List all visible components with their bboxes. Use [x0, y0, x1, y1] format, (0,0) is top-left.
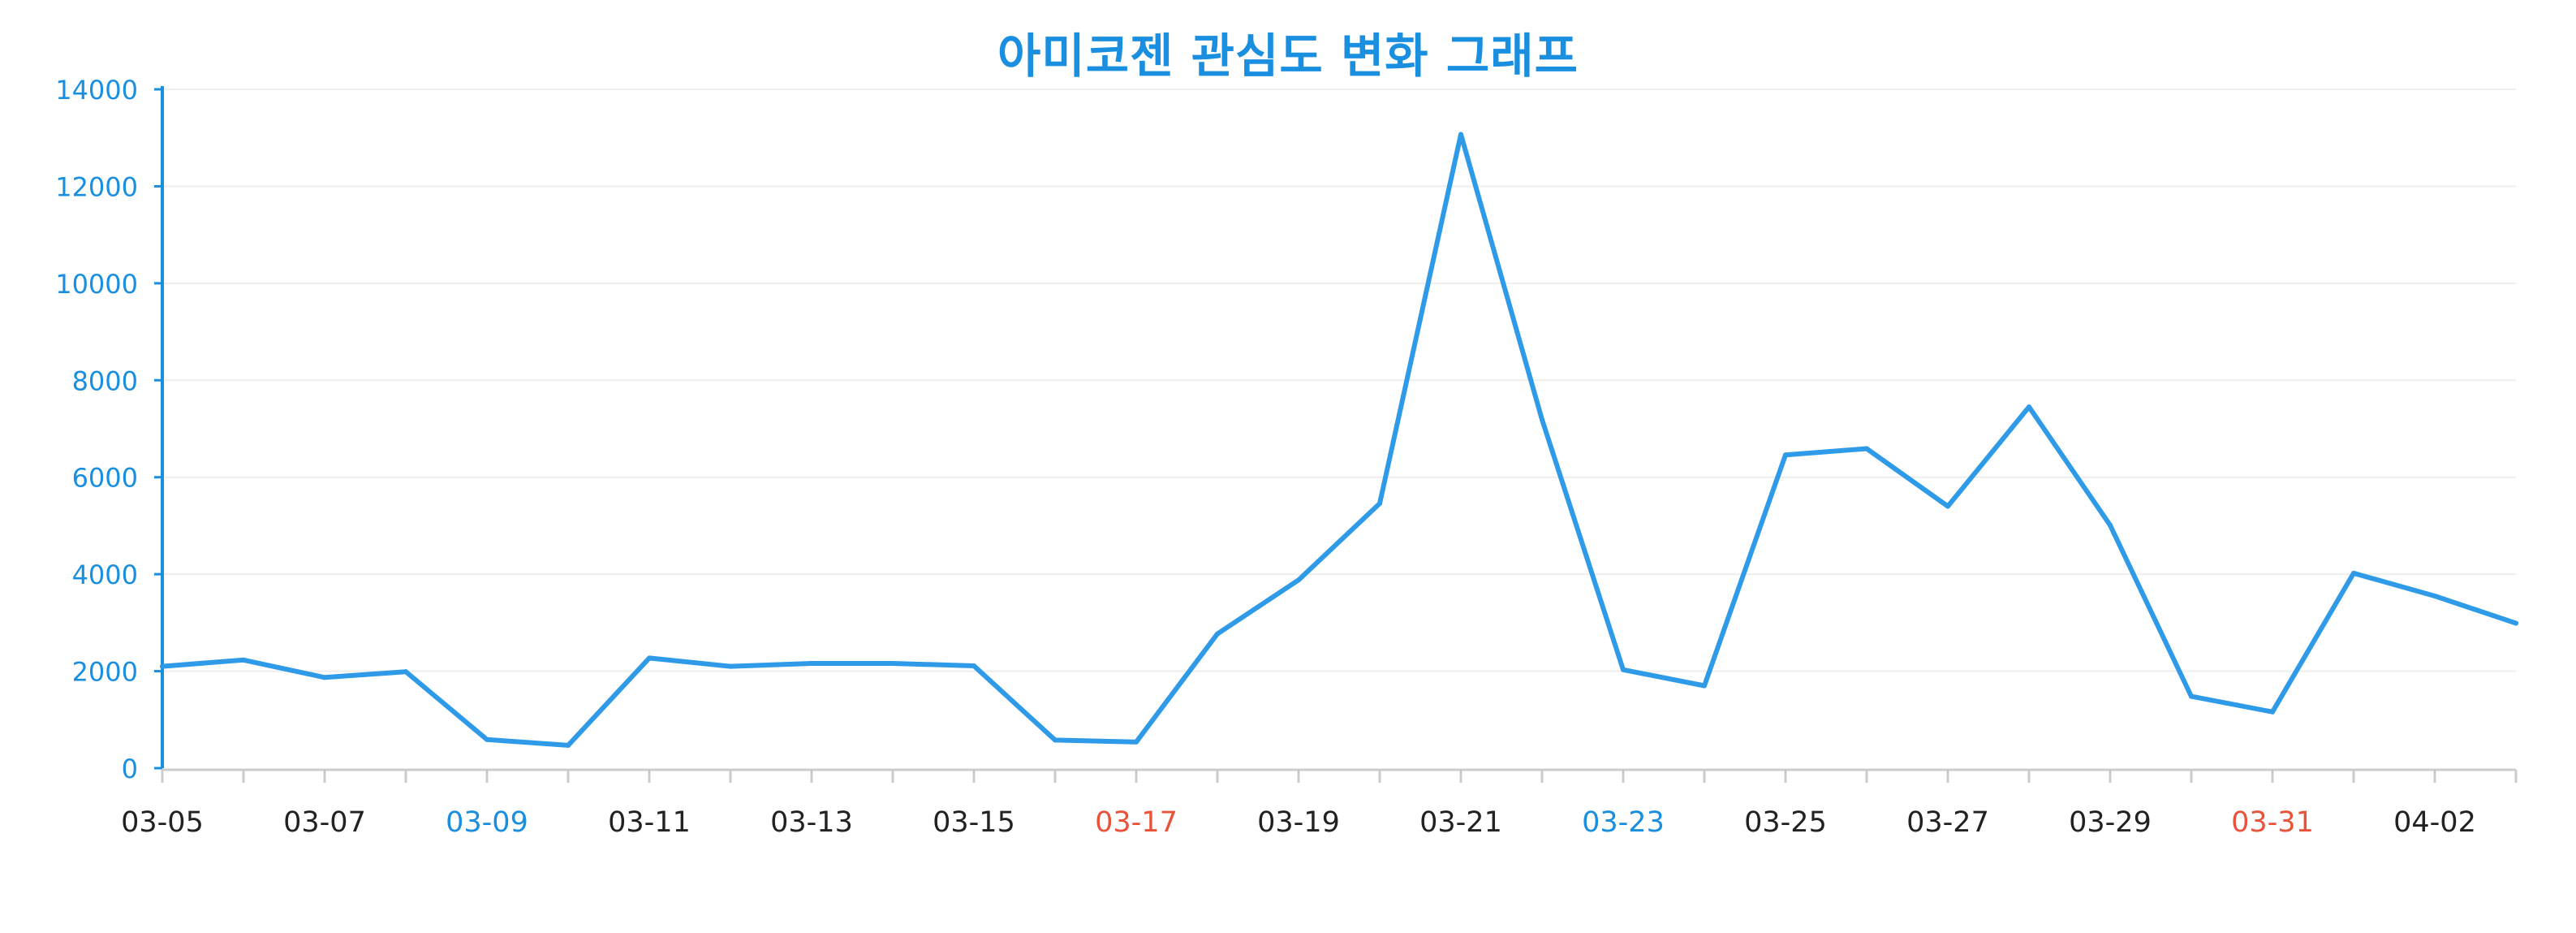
data-point: [485, 736, 489, 742]
data-point: [2514, 620, 2518, 626]
y-tick-label: 6000: [72, 463, 138, 494]
data-point: [1864, 446, 1869, 451]
data-point: [2432, 594, 2437, 599]
data-point: [971, 663, 976, 669]
data-point: [2351, 570, 2356, 576]
data-point: [1296, 577, 1301, 583]
x-tick-labels: 03-05 03-07 03-09 03-11 03-13 03-15 03-17 03-19…: [121, 806, 2476, 839]
x-tick-label: 03-13: [770, 806, 853, 839]
data-point: [2027, 404, 2031, 410]
data-point: [1215, 631, 1220, 637]
x-tick-label: 03-25: [1744, 806, 1827, 839]
y-tick-label: 10000: [55, 269, 138, 300]
data-point: [1945, 503, 1950, 509]
x-tick-label: 03-31: [2231, 806, 2314, 839]
data-point: [1377, 500, 1382, 506]
data-point: [566, 742, 571, 748]
data-point: [2108, 522, 2113, 528]
data-point: [647, 655, 652, 661]
data-point: [1540, 417, 1544, 422]
data-point: [1702, 683, 1707, 689]
series-layer: [160, 132, 2518, 748]
x-tick-label: 03-11: [608, 806, 691, 839]
y-tick-label: 8000: [72, 365, 138, 396]
data-point: [890, 661, 895, 667]
y-tick-labels: 0 2000 4000 6000 8000 10000 12000 14000: [55, 75, 138, 784]
data-point: [1134, 739, 1139, 745]
x-tick-label: 03-19: [1257, 806, 1340, 839]
y-tick-label: 12000: [55, 171, 138, 202]
data-point: [1621, 667, 1626, 672]
x-tick-label: 04-02: [2393, 806, 2476, 839]
data-point: [241, 657, 246, 663]
data-point: [160, 663, 165, 669]
x-tick-label: 03-05: [121, 806, 204, 839]
y-tick-label: 4000: [72, 559, 138, 590]
chart-title: 아미코젠 관심도 변화 그래프: [997, 28, 1579, 84]
data-point: [322, 675, 327, 680]
data-point: [728, 663, 733, 669]
x-tick-label: 03-09: [446, 806, 528, 839]
data-point: [1053, 737, 1058, 743]
data-point: [1783, 452, 1788, 458]
x-tick-label: 03-23: [1582, 806, 1665, 839]
data-point: [1458, 132, 1463, 137]
x-tick-label: 03-15: [933, 806, 1015, 839]
axes: [154, 86, 2518, 783]
x-tick-label: 03-21: [1419, 806, 1502, 839]
x-tick-label: 03-29: [2069, 806, 2152, 839]
grid-lines: [162, 89, 2516, 672]
y-tick-label: 0: [122, 754, 138, 784]
x-tick-label: 03-17: [1095, 806, 1178, 839]
data-point: [809, 661, 814, 667]
y-tick-label: 2000: [72, 657, 138, 688]
x-tick-label: 03-27: [1906, 806, 1989, 839]
x-tick-label: 03-07: [283, 806, 366, 839]
data-point: [2270, 709, 2275, 715]
data-point: [2189, 693, 2194, 699]
series-line: [160, 132, 2518, 748]
y-tick-label: 14000: [55, 75, 138, 106]
data-point: [403, 669, 408, 675]
